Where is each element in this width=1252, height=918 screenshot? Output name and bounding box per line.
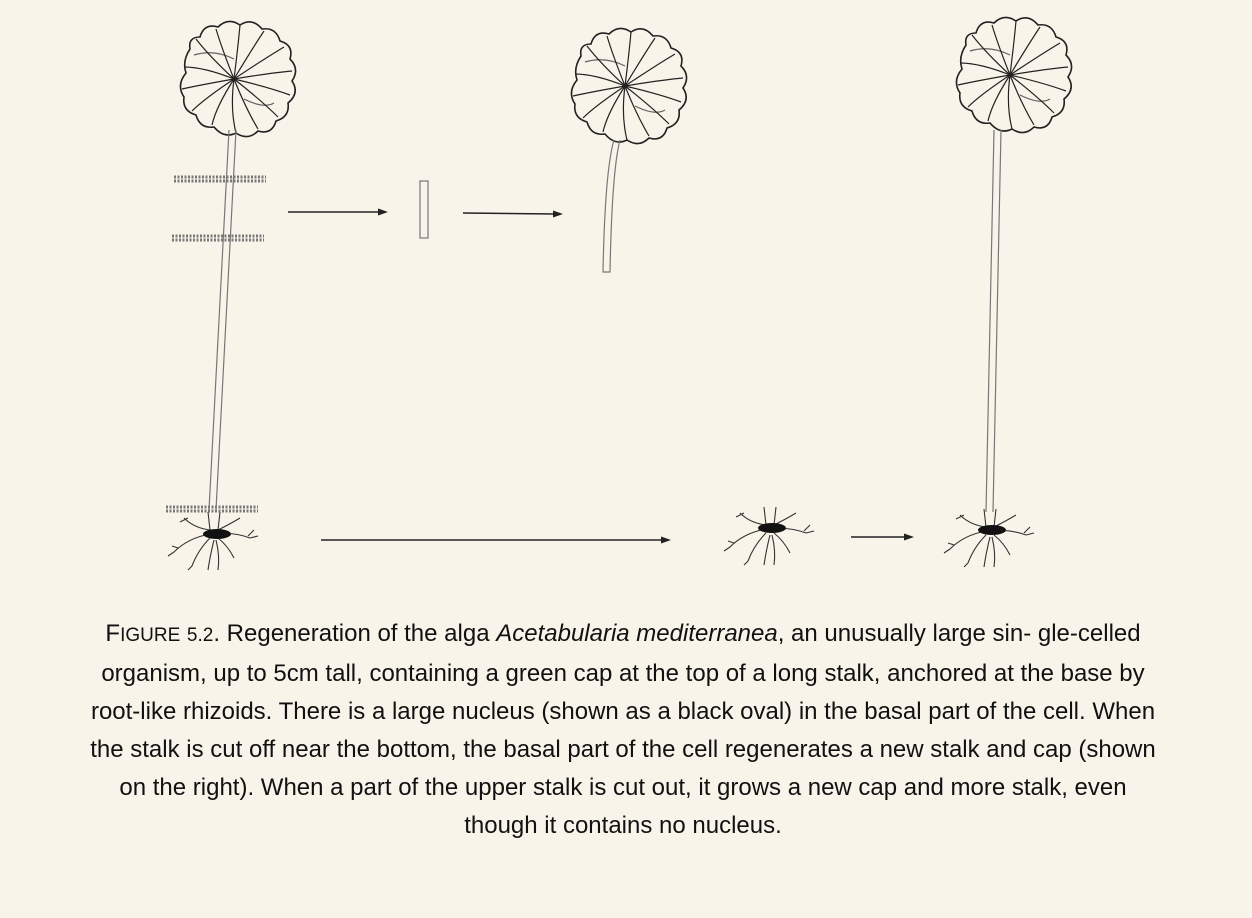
regeneration-diagram (166, 16, 1073, 571)
arrow-lower-1-head (661, 536, 671, 544)
upper-regeneration-sequence (288, 27, 688, 273)
figure-caption: FIGURE 5.2. Regeneration of the alga Ace… (88, 615, 1158, 845)
stalk-original-left-edge (208, 129, 230, 511)
arrow-upper-1-head (378, 208, 388, 216)
stalk-original-right-edge (215, 129, 237, 511)
caption-text-after-species: , an unusually large sin- gle-celled org… (90, 620, 1156, 839)
stalk-regrown-left-edge (985, 129, 995, 513)
figure-label-initial: F (105, 620, 121, 647)
nucleus-basal-part (758, 523, 786, 533)
figure-label-rest: IGURE (120, 625, 181, 646)
excised-stalk-segment (419, 180, 429, 239)
original-alga (166, 20, 297, 571)
rhizoids-original (167, 511, 259, 571)
figure-number: 5.2 (186, 625, 214, 646)
cap-regrown (955, 16, 1073, 134)
species-name: Acetabularia mediterranea (496, 620, 778, 647)
caption-text-before-species: . Regeneration of the alga (213, 620, 497, 647)
arrow-lower-2-head (904, 533, 914, 541)
stalk-regrown-right-edge (992, 129, 1002, 513)
rhizoids-regrown (943, 508, 1035, 568)
rhizoids-basal-part (723, 506, 815, 566)
stalk-regenerated-segment (602, 139, 621, 273)
nucleus-original (203, 529, 231, 539)
arrow-upper-2 (462, 212, 556, 215)
lower-regeneration-sequence (321, 16, 1073, 568)
cap-regenerated-segment (570, 27, 688, 145)
nucleus-regrown (978, 525, 1006, 535)
arrow-upper-2-head (553, 210, 563, 218)
cap-original (179, 20, 297, 138)
